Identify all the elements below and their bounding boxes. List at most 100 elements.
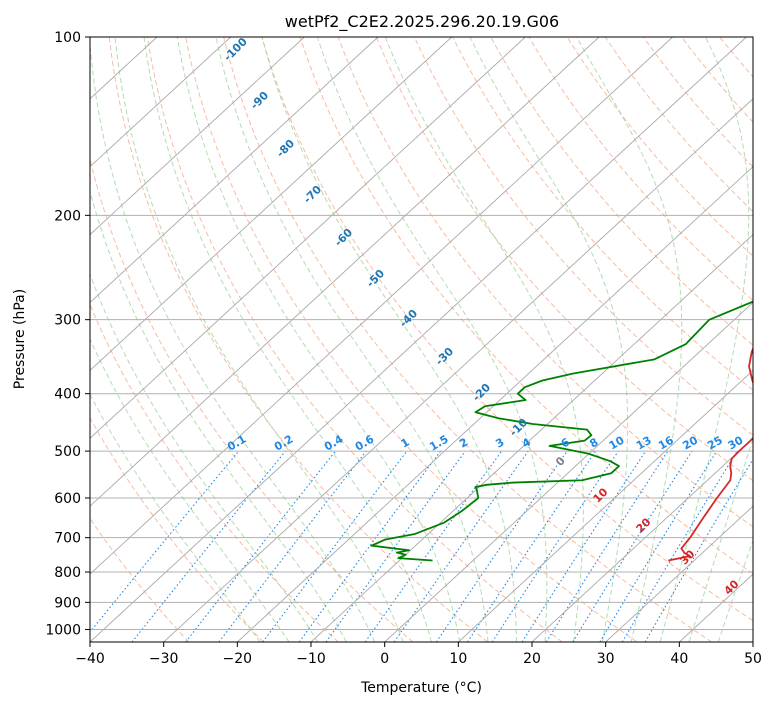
mixing-ratio-label: 30 [726,433,746,452]
isotherm-line [752,641,753,642]
mixing-ratio-line [262,450,408,642]
dry-adiabat-label: 30 [678,547,698,567]
isotherm-line [679,573,753,642]
isotherm-line [90,37,600,507]
isotherm-line [90,37,747,642]
moist-adiabat [688,436,753,642]
isotherm-line [310,233,753,642]
mixing-ratio-line [621,450,738,642]
plot-frame [89,36,754,643]
moist-adiabat-label: 0 [553,454,568,469]
isotherm-line [90,37,232,168]
axes: −40 −30 −20 −10 0 10 20 30 40 5010020030040050060… [45,30,762,667]
y-tick-label: 800 [54,565,81,581]
x-tick-label: −20 [223,651,253,667]
isotherm-line [0,37,10,642]
moist-adiabat-label: -90 [248,89,271,112]
dry-adiabat [90,303,339,642]
y-tick-label: 200 [54,208,81,224]
isotherm-line [458,369,753,642]
dry-adiabat [681,37,753,123]
moist-adiabat [215,37,489,642]
x-tick-label: −30 [149,651,179,667]
isotherm-line [90,37,305,236]
isotherm-line [90,37,674,575]
y-tick-label: 100 [54,30,81,46]
isotherm-line [90,37,379,304]
dry-adiabat [604,37,753,213]
dry-adiabat [337,37,753,528]
moist-adiabat-label: -10 [507,416,530,439]
moist-adiabat [384,37,584,642]
dry-adiabat [566,37,753,257]
dry-adiabat [414,37,753,436]
mixing-ratio-label: 0.2 [272,433,295,454]
mixing-ratio-label: 0.4 [322,432,346,453]
dry-adiabat [90,157,414,642]
moist-adiabat [114,37,404,642]
mixing-ratio-line [90,450,240,633]
moist-adiabat [90,393,261,642]
y-tick-label: 300 [54,313,81,329]
chart-title: wetPf2_C2E2.2025.296.20.19.G06 [285,12,559,32]
dry-adiabat [146,37,563,642]
moist-adiabat [316,37,548,642]
y-tick-label: 700 [54,531,81,547]
mixing-ratio-label: 25 [705,434,725,453]
mixing-ratio-line [467,450,597,642]
dry-adiabat [643,37,753,168]
isotherm-line [531,437,753,642]
mixing-ratio-line [131,450,286,642]
y-tick-label: 600 [54,491,81,507]
dry-adiabat [261,37,753,622]
mixing-ratio-label: 0.1 [225,433,248,454]
x-tick-label: 20 [523,651,541,667]
mixing-ratio-label: 0.6 [353,432,377,453]
dry-adiabat [528,37,753,302]
mixing-ratio-label: 2 [457,436,470,451]
isotherm-line [90,37,526,439]
x-tick-label: 10 [449,651,467,667]
moist-adiabat-label: -30 [433,345,456,368]
moist-adiabat-label: -40 [397,307,420,330]
isotherm-line [384,301,753,642]
moist-adiabat [717,539,753,642]
mixing-ratio-line [298,450,442,642]
dry-adiabat [90,416,264,642]
x-axis-label: Temperature (°C) [360,680,482,696]
dry-adiabat [490,37,753,346]
moist-adiabat [659,37,750,642]
moist-adiabat [143,37,432,642]
dry-adiabat [719,37,753,78]
x-tick-label: 0 [380,651,389,667]
moist-adiabat [469,37,629,642]
isotherm-line [163,98,753,642]
mixing-ratio-line [599,450,718,642]
y-axis-label: Pressure (hPa) [12,289,28,389]
mixing-ratio-line [185,450,336,642]
mixing-ratio-label: 4 [520,435,533,450]
y-tick-label: 500 [54,444,81,460]
moist-adiabat [90,272,319,642]
mixing-ratio-line [491,450,619,642]
x-tick-label: 50 [744,651,762,667]
grid-lines [90,37,753,630]
y-tick-label: 400 [54,387,81,403]
moist-adiabat [90,189,347,642]
sounding-line-0 [668,346,753,562]
x-tick-label: −40 [75,651,105,667]
mixing-ratio-line [435,450,568,642]
y-tick-label: 900 [54,595,81,611]
x-tick-label: −10 [296,651,326,667]
x-tick-label: 40 [670,651,688,667]
mixing-ratio-line [521,450,647,642]
mixing-ratio-line [325,450,466,642]
mixing-ratio-line [572,450,693,642]
sounding-line-1 [370,300,753,562]
dry-adiabat [90,517,190,642]
mixing-ratio-label: 20 [680,433,700,452]
moist-adiabat [576,37,683,642]
dry-adiabat [108,37,488,642]
isotherm-line [90,37,453,372]
mixing-ratio-label: 3 [493,436,506,451]
